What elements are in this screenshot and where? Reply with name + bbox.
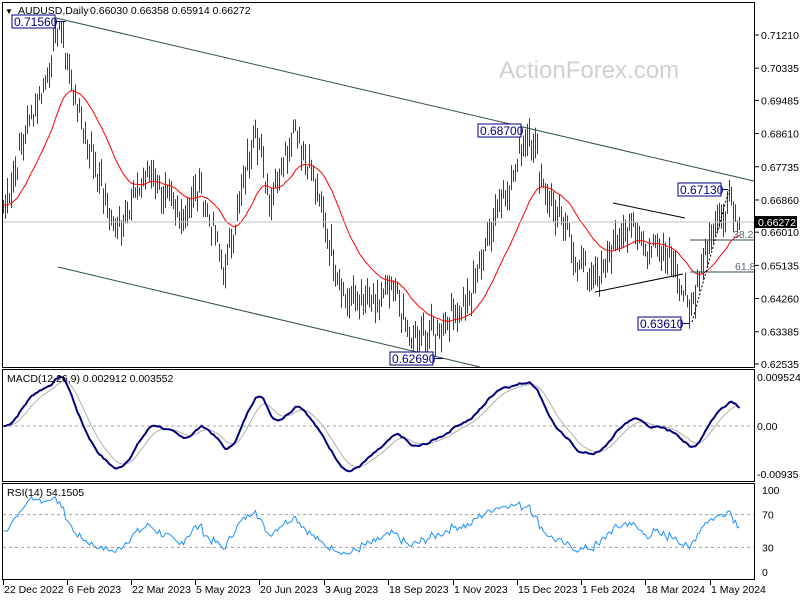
price-layer bbox=[3, 21, 754, 359]
date-tick-label: 1 May 2024 bbox=[711, 584, 766, 596]
rsi-tick-label: 100 bbox=[762, 485, 780, 497]
price-annotation-label: 0.67130 bbox=[680, 183, 724, 197]
price-tick-label: 0.70335 bbox=[761, 63, 799, 75]
price-annotation-label: 0.63610 bbox=[640, 317, 684, 331]
date-tick-label: 5 May 2023 bbox=[196, 584, 251, 596]
price-tick-label: 0.66860 bbox=[761, 195, 799, 207]
price-annotation-label: 0.68700 bbox=[480, 124, 524, 138]
price-tick-label: 0.71210 bbox=[761, 30, 799, 42]
price-tick-label: 0.65135 bbox=[761, 260, 799, 272]
date-tick-label: 18 Mar 2024 bbox=[646, 584, 705, 596]
macd-main-line bbox=[3, 375, 741, 473]
rsi-layer: 100 70 30 0 bbox=[3, 485, 780, 579]
date-tick-label: 18 Sep 2023 bbox=[389, 584, 449, 596]
macd-title: MACD(12,26,9) 0.002912 0.003552 bbox=[7, 373, 174, 385]
collapse-arrow-icon[interactable]: ▼ bbox=[5, 7, 13, 16]
macd-tick-label: 0.00 bbox=[757, 421, 778, 433]
price-tick-label: 0.63385 bbox=[761, 327, 799, 339]
swing-dotted-line bbox=[691, 189, 730, 323]
rsi-title: RSI(14) 54.1505 bbox=[7, 487, 84, 499]
rsi-tick-label: 70 bbox=[762, 510, 774, 522]
date-tick-label: 6 Feb 2023 bbox=[68, 584, 121, 596]
channel-top-line bbox=[55, 17, 755, 182]
date-tick-label: 1 Nov 2023 bbox=[454, 584, 508, 596]
date-tick-label: 20 Jun 2023 bbox=[260, 584, 318, 596]
macd-tick-label: 0.009524 bbox=[757, 372, 800, 384]
ohlc-values: 0.66030 0.66358 0.65914 0.66272 bbox=[90, 5, 251, 17]
rsi-panel[interactable] bbox=[2, 483, 755, 580]
price-tick-label: 0.67735 bbox=[761, 162, 799, 174]
current-price-tag bbox=[755, 216, 797, 228]
price-annotation-label: 0.71560 bbox=[14, 15, 58, 29]
triangle-top-line bbox=[612, 202, 686, 219]
price-tick-label: 0.64260 bbox=[761, 294, 799, 306]
rsi-tick-label: 0 bbox=[762, 567, 768, 579]
price-axis: 0.71210 0.70335 0.69485 0.68610 0.67735 0.668… bbox=[755, 30, 799, 371]
symbol-title: AUDUSD,Daily bbox=[18, 5, 89, 17]
current-price-label: 0.66272 bbox=[758, 217, 796, 229]
price-tick-label: 0.62535 bbox=[761, 359, 799, 371]
fib-61-label: 61.8 bbox=[735, 261, 756, 273]
date-tick-label: 22 Dec 2022 bbox=[4, 584, 64, 596]
macd-layer: 0.009524 0.00 -0.00935 bbox=[3, 372, 800, 481]
date-axis: 22 Dec 2022 6 Feb 2023 22 Mar 2023 5 May 20… bbox=[3, 580, 766, 596]
date-tick-label: 3 Aug 2023 bbox=[325, 584, 378, 596]
moving-average-line bbox=[3, 90, 740, 323]
date-tick-label: 15 Dec 2023 bbox=[518, 584, 578, 596]
rsi-line bbox=[3, 495, 740, 556]
price-tick-label: 0.68610 bbox=[761, 129, 799, 141]
price-tick-label: 0.69485 bbox=[761, 95, 799, 107]
main-panel[interactable] bbox=[2, 2, 755, 368]
price-tick-label: 0.66010 bbox=[761, 227, 799, 239]
annotations-layer: 38.2 61.8 0.71560 0.68700 0.67130 0.63610 0.62… bbox=[11, 14, 756, 368]
watermark: ActionForex.com bbox=[499, 57, 679, 84]
fib-38-label: 38.2 bbox=[733, 229, 754, 241]
triangle-bottom-line bbox=[594, 273, 684, 293]
date-tick-label: 1 Feb 2024 bbox=[582, 584, 635, 596]
rsi-tick-label: 30 bbox=[762, 542, 774, 554]
channel-bottom-line bbox=[57, 266, 481, 368]
date-tick-label: 22 Mar 2023 bbox=[132, 584, 191, 596]
macd-tick-label: -0.00935 bbox=[757, 469, 799, 481]
price-annotation-label: 0.62690 bbox=[392, 352, 436, 366]
